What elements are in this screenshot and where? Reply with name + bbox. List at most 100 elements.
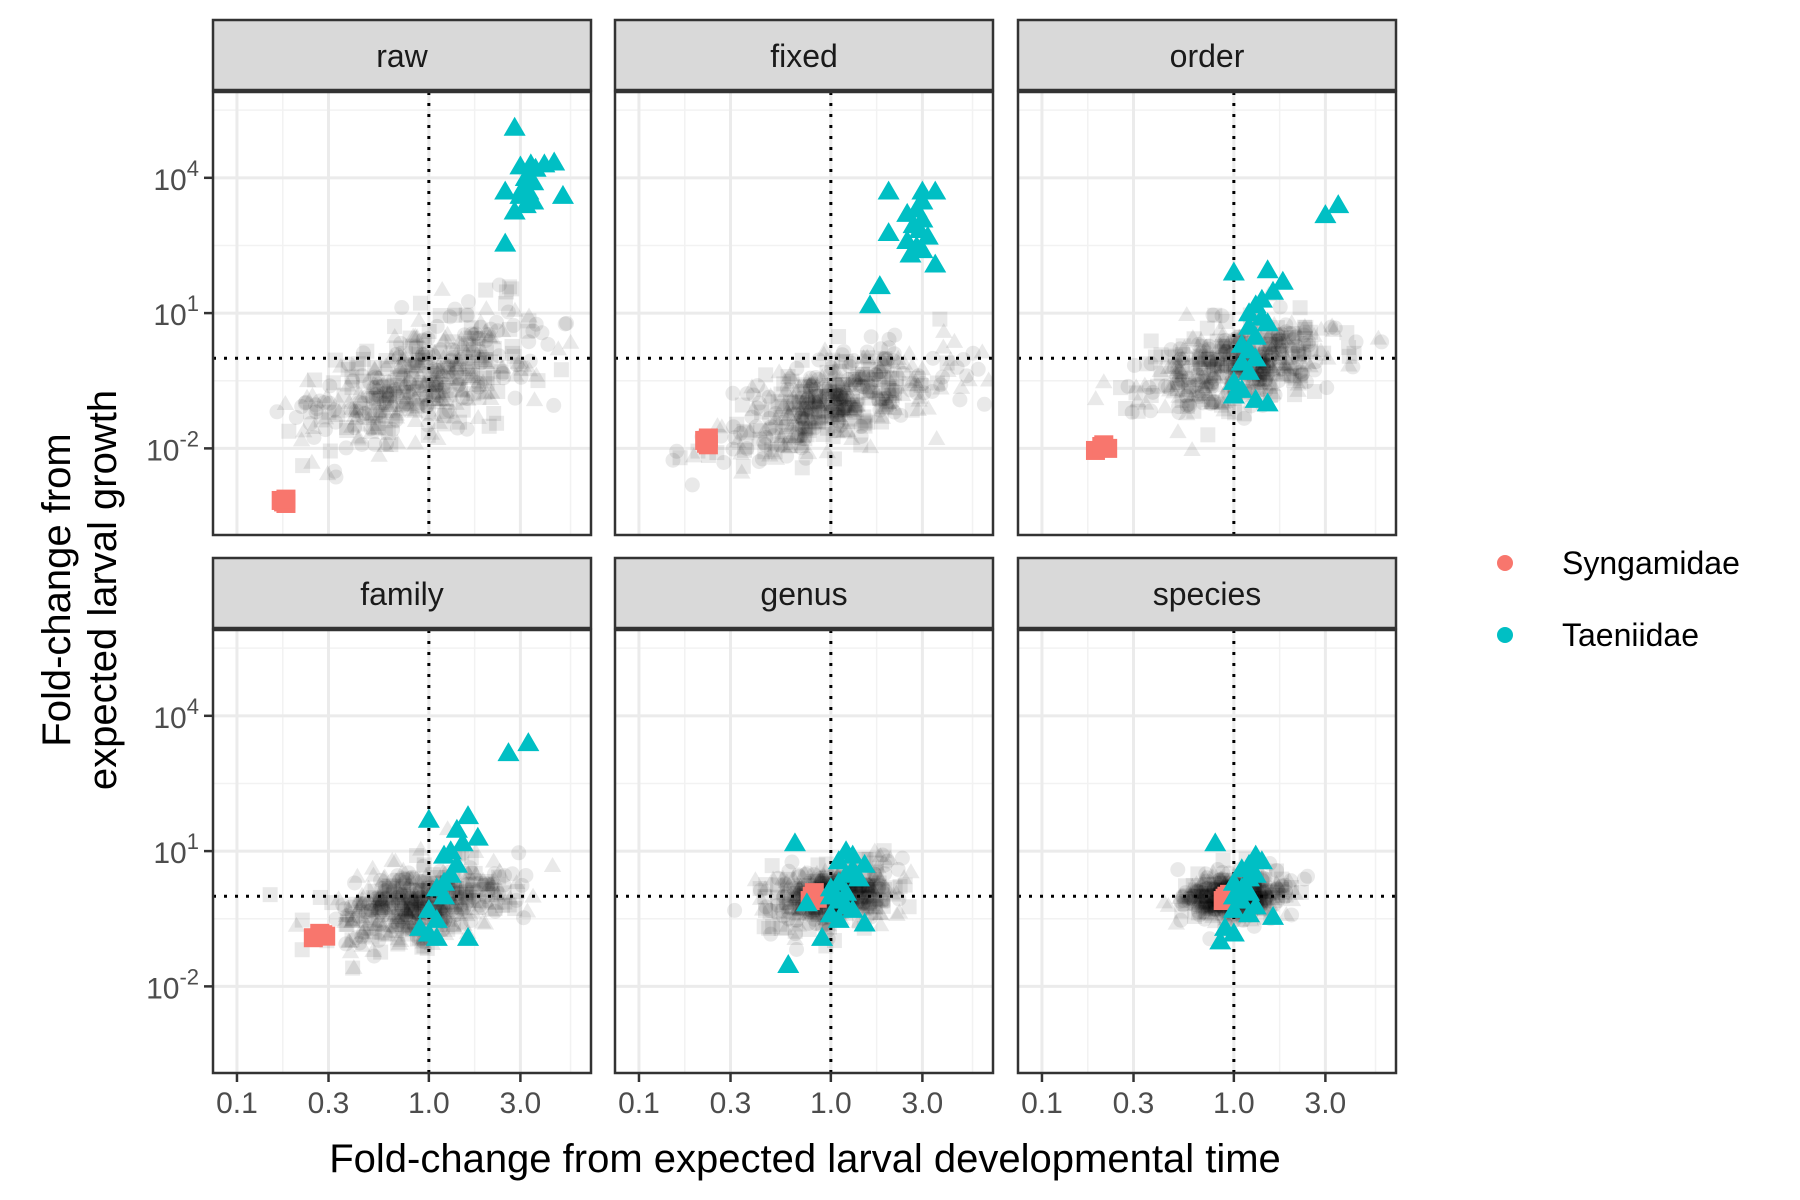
grey-point [415,858,431,874]
grey-point [336,387,352,403]
grey-point [391,932,410,947]
grey-point [382,883,398,899]
grey-point [751,395,767,411]
grey-point [837,380,856,396]
grey-point [491,277,507,293]
grey-point [489,415,505,431]
grey-point [350,899,368,915]
grey-point [495,365,511,381]
grey-point [370,896,388,912]
grey-point [855,367,871,383]
grey-point [429,362,445,378]
x-tick-label: 0.3 [308,1087,350,1120]
grey-point [797,419,815,435]
grey-point [868,383,886,399]
grey-point [546,397,562,413]
grey-point [847,377,863,393]
grey-point [437,379,453,395]
grey-point [513,369,529,385]
grey-point [376,437,395,452]
grey-point [876,364,892,380]
facet-strip [1016,556,1398,630]
grey-point [873,893,889,909]
grey-point [1269,326,1288,342]
grey-point [380,893,396,909]
grey-point [1147,349,1163,365]
grey-point [432,308,448,324]
grey-point [1173,366,1189,382]
grey-point [477,383,496,399]
grey-point [826,451,842,467]
grey-point [798,403,816,419]
grey-point [825,408,843,424]
grey-point [789,905,807,921]
grey-point [812,869,830,885]
grey-point [463,320,479,336]
grey-point [774,398,790,414]
grey-point [867,899,883,915]
grey-point [1270,328,1286,344]
grey-point [773,438,789,454]
grey-point [862,884,878,900]
grey-point [1179,397,1195,413]
grey-point [367,436,383,452]
grey-point [885,353,901,369]
grey-point [886,400,905,416]
taeniidae-point [777,954,800,973]
grey-point [1261,352,1277,368]
grey-point [412,295,428,311]
grey-point [509,357,525,373]
grey-point [410,311,428,327]
grey-point [458,336,474,352]
grey-point [778,896,794,912]
grey-point [826,363,844,379]
grey-point [330,402,348,418]
highlight-points [695,180,947,455]
grey-point [1175,373,1191,389]
grey-point [798,450,814,466]
grey-point [392,371,408,387]
grey-point [794,390,810,406]
grey-point [1201,880,1217,896]
grey-point [799,865,815,881]
grey-point [372,891,388,907]
grey-point [939,362,957,378]
grey-point [862,390,878,406]
grey-point [1300,868,1315,884]
grey-point [1262,896,1280,912]
x-tick-label: 0.1 [618,1087,660,1120]
grey-point [471,330,487,346]
grey-point [1203,377,1219,393]
grey-point [845,388,861,404]
grey-point [1201,341,1217,357]
grey-point [1197,891,1215,907]
taeniidae-point [1238,903,1261,923]
grey-point [429,377,445,393]
grey-point [1192,907,1208,923]
syngamidae-point [276,489,296,509]
grey-point [795,405,811,421]
grey-point [1113,380,1129,396]
grey-point [1198,866,1214,882]
grey-point [1287,329,1303,345]
grey-point [945,332,964,348]
grey-point [1159,896,1178,912]
grey-point [847,373,863,389]
grey-point [734,397,750,413]
legend: Syngamidae Taeniidae [1497,545,1740,653]
grey-point [1255,364,1271,380]
grey-point [1195,395,1211,411]
grey-point [448,348,466,364]
grey-point [1212,871,1228,887]
grey-point [822,408,841,424]
grey-point [1269,329,1287,345]
grey-point [860,894,878,910]
grey-point [444,916,463,932]
grey-point [1265,361,1283,377]
grey-point [496,370,512,386]
grey-point [924,383,940,399]
grey-point [1281,330,1297,346]
grey-point [406,411,425,427]
grey-point [875,892,891,908]
grey-point [1284,907,1300,923]
